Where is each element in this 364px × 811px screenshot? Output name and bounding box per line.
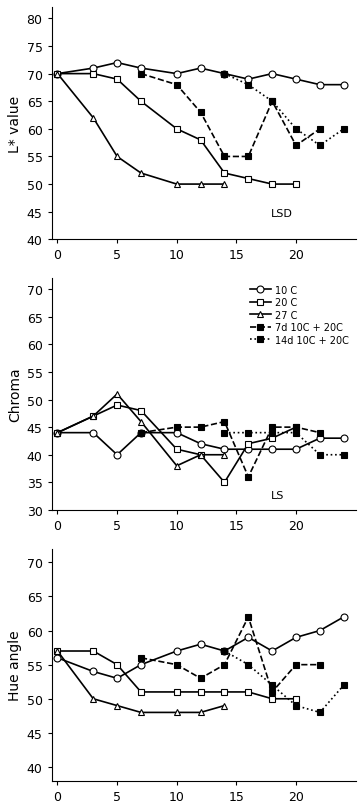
Legend: 10 C, 20 C, 27 C, 7d 10C + 20C, 14d 10C + 20C: 10 C, 20 C, 27 C, 7d 10C + 20C, 14d 10C … (248, 284, 351, 347)
Text: LS: LS (270, 491, 284, 500)
Y-axis label: Hue angle: Hue angle (8, 629, 22, 700)
Y-axis label: L* value: L* value (8, 96, 22, 152)
Y-axis label: Chroma: Chroma (8, 367, 22, 422)
Text: LSD: LSD (270, 209, 292, 219)
